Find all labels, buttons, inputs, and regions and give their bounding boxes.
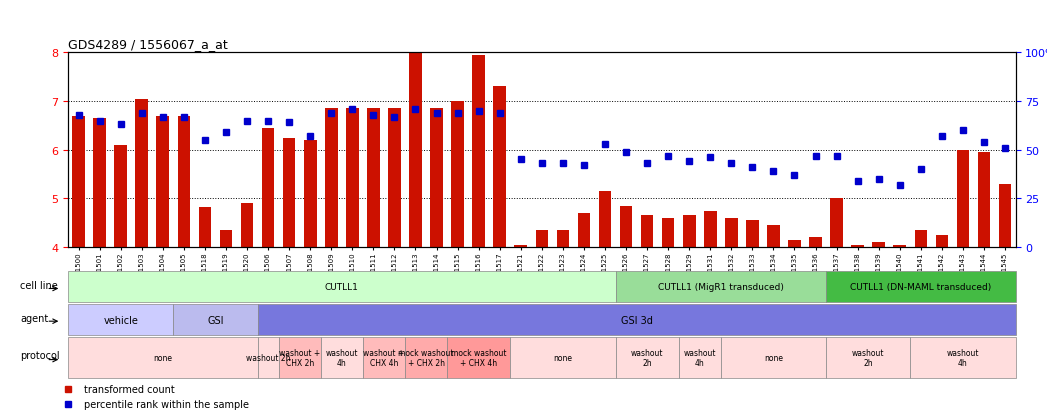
Bar (472, 56, 485, 247)
Bar (258, 337, 279, 378)
Bar (704, 211, 716, 247)
Text: washout
2h: washout 2h (852, 348, 885, 367)
Bar (68, 272, 616, 303)
Bar (557, 230, 570, 247)
Bar (826, 272, 1016, 303)
Bar (910, 337, 1016, 378)
Bar (616, 272, 826, 303)
Bar (451, 102, 464, 247)
Bar (578, 214, 591, 247)
Text: GSI: GSI (207, 315, 224, 325)
Text: GSI 3d: GSI 3d (621, 315, 652, 325)
Bar (241, 204, 253, 247)
Bar (363, 337, 405, 378)
Bar (720, 337, 826, 378)
Text: none: none (554, 353, 573, 362)
Bar (409, 51, 422, 247)
Bar (405, 337, 447, 378)
Bar (279, 337, 320, 378)
Bar (767, 225, 780, 247)
Bar (641, 216, 653, 247)
Text: transformed count: transformed count (84, 384, 175, 394)
Bar (220, 230, 232, 247)
Bar (258, 304, 1016, 335)
Text: protocol: protocol (21, 351, 60, 361)
Bar (174, 304, 258, 335)
Bar (178, 116, 191, 247)
Bar (156, 116, 170, 247)
Bar (447, 337, 510, 378)
Bar (747, 221, 759, 247)
Text: washout +
CHX 4h: washout + CHX 4h (363, 348, 404, 367)
Text: washout
4h: washout 4h (684, 348, 716, 367)
Text: vehicle: vehicle (104, 315, 138, 325)
Bar (893, 245, 906, 247)
Bar (325, 109, 337, 247)
Bar (535, 230, 549, 247)
Bar (936, 235, 949, 247)
Bar (914, 230, 928, 247)
Bar (68, 304, 174, 335)
Bar (809, 237, 822, 247)
Text: washout
4h: washout 4h (946, 348, 979, 367)
Text: cell line: cell line (21, 281, 59, 291)
Text: percentile rank within the sample: percentile rank within the sample (84, 399, 249, 409)
Text: GDS4289 / 1556067_a_at: GDS4289 / 1556067_a_at (68, 38, 228, 51)
Bar (999, 184, 1011, 247)
Text: washout +
CHX 2h: washout + CHX 2h (280, 348, 320, 367)
Bar (199, 208, 211, 247)
Text: washout
4h: washout 4h (326, 348, 358, 367)
Bar (262, 128, 274, 247)
Bar (283, 138, 295, 247)
Text: CUTLL1 (MigR1 transduced): CUTLL1 (MigR1 transduced) (658, 283, 784, 292)
Text: mock washout
+ CHX 2h: mock washout + CHX 2h (398, 348, 453, 367)
Bar (851, 245, 864, 247)
Bar (788, 240, 801, 247)
Bar (430, 109, 443, 247)
Text: agent: agent (21, 313, 48, 323)
Bar (826, 337, 910, 378)
Bar (957, 150, 970, 247)
Text: none: none (764, 353, 783, 362)
Bar (304, 140, 316, 247)
Text: washout 2h: washout 2h (246, 353, 290, 362)
Text: none: none (153, 353, 173, 362)
Bar (514, 245, 527, 247)
Bar (725, 218, 738, 247)
Bar (388, 109, 401, 247)
Text: CUTLL1: CUTLL1 (325, 283, 359, 292)
Bar (830, 199, 843, 247)
Bar (616, 337, 678, 378)
Text: mock washout
+ CHX 4h: mock washout + CHX 4h (451, 348, 507, 367)
Bar (114, 145, 127, 247)
Bar (493, 87, 506, 247)
Bar (678, 337, 720, 378)
Bar (683, 216, 695, 247)
Bar (68, 337, 258, 378)
Bar (320, 337, 363, 378)
Bar (599, 192, 611, 247)
Bar (620, 206, 632, 247)
Bar (346, 109, 359, 247)
Bar (367, 109, 380, 247)
Bar (662, 218, 674, 247)
Bar (135, 100, 148, 247)
Bar (93, 119, 106, 247)
Text: CUTLL1 (DN-MAML transduced): CUTLL1 (DN-MAML transduced) (850, 283, 992, 292)
Bar (978, 153, 990, 247)
Bar (872, 242, 885, 247)
Bar (510, 337, 616, 378)
Bar (72, 116, 85, 247)
Text: washout
2h: washout 2h (631, 348, 664, 367)
